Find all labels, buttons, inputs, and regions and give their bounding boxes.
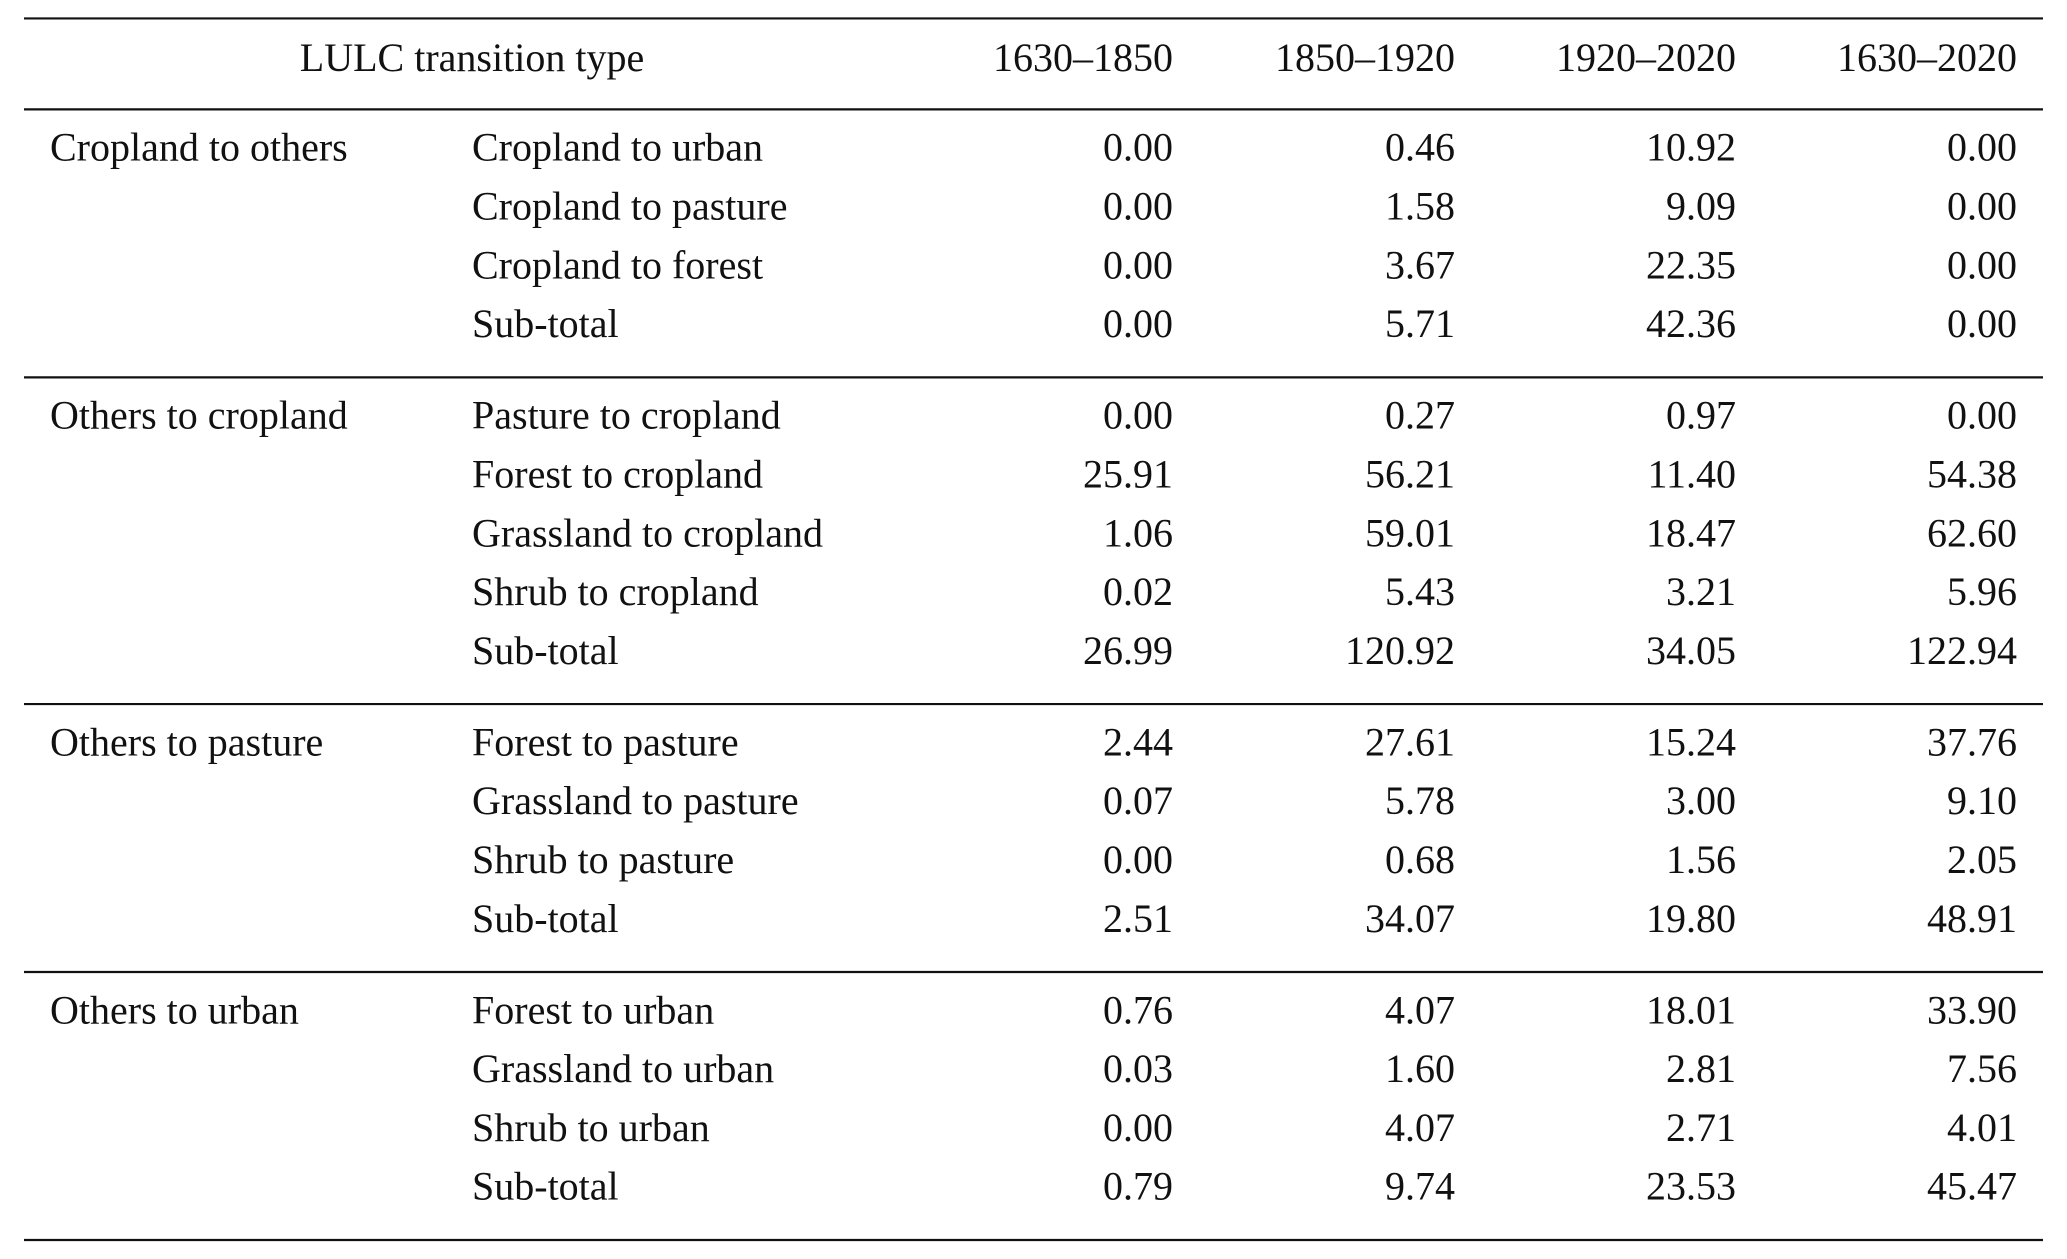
cell-value: 0.00 <box>1947 301 2017 346</box>
cell-value: 23.53 <box>1646 1164 1736 1209</box>
header-cell: 1630–2020 <box>1837 35 2017 80</box>
cell-value: 25.91 <box>1083 451 1173 496</box>
cell-value: 2.81 <box>1666 1046 1736 1091</box>
group-label: Others to pasture <box>50 719 323 764</box>
cell-value: 2.71 <box>1666 1105 1736 1150</box>
cell-value: 0.97 <box>1666 393 1736 438</box>
header-cell: 1630–1850 <box>993 35 1173 80</box>
cell-value: 27.61 <box>1365 719 1455 764</box>
group-label: Others to urban <box>50 987 299 1032</box>
cell-value: 10.92 <box>1646 125 1736 170</box>
header-cell: 1920–2020 <box>1556 35 1736 80</box>
cell-value: 54.38 <box>1927 451 2017 496</box>
row-label: Shrub to pasture <box>472 837 734 882</box>
cell-value: 4.07 <box>1385 987 1455 1032</box>
cell-value: 3.21 <box>1666 569 1736 614</box>
cell-value: 0.00 <box>1947 125 2017 170</box>
cell-value: 1.58 <box>1385 184 1455 229</box>
cell-value: 1.56 <box>1666 837 1736 882</box>
row-label: Cropland to pasture <box>472 184 788 229</box>
cell-value: 4.01 <box>1947 1105 2017 1150</box>
row-label: Pasture to cropland <box>472 393 781 438</box>
row-label: Grassland to pasture <box>472 778 799 823</box>
row-label: Grassland to urban <box>472 1046 774 1091</box>
cell-value: 37.76 <box>1927 719 2017 764</box>
cell-value: 9.09 <box>1666 184 1736 229</box>
cell-value: 18.01 <box>1646 987 1736 1032</box>
cell-value: 59.01 <box>1365 510 1455 555</box>
cell-value: 122.94 <box>1907 628 2017 673</box>
cell-value: 3.67 <box>1385 242 1455 287</box>
cell-value: 26.99 <box>1083 628 1173 673</box>
cell-value: 45.47 <box>1927 1164 2017 1209</box>
cell-value: 7.56 <box>1947 1046 2017 1091</box>
cell-value: 62.60 <box>1927 510 2017 555</box>
cell-value: 9.74 <box>1385 1164 1455 1209</box>
cell-value: 0.00 <box>1103 393 1173 438</box>
row-label: Shrub to urban <box>472 1105 710 1150</box>
group-label: Cropland to others <box>50 125 348 170</box>
cell-value: 1.06 <box>1103 510 1173 555</box>
row-label: Forest to cropland <box>472 451 763 496</box>
cell-value: 0.03 <box>1103 1046 1173 1091</box>
cell-value: 56.21 <box>1365 451 1455 496</box>
cell-value: 5.78 <box>1385 778 1455 823</box>
cell-value: 15.24 <box>1646 719 1736 764</box>
row-label: Sub-total <box>472 1164 619 1209</box>
group-label: Others to cropland <box>50 393 348 438</box>
row-label: Cropland to forest <box>472 242 763 287</box>
cell-value: 22.35 <box>1646 242 1736 287</box>
cell-value: 0.00 <box>1947 184 2017 229</box>
cell-value: 1.60 <box>1385 1046 1455 1091</box>
header-cell: 1850–1920 <box>1275 35 1455 80</box>
cell-value: 0.79 <box>1103 1164 1173 1209</box>
row-label: Cropland to urban <box>472 125 763 170</box>
cell-value: 2.51 <box>1103 896 1173 941</box>
cell-value: 0.46 <box>1385 125 1455 170</box>
cell-value: 2.05 <box>1947 837 2017 882</box>
cell-value: 9.10 <box>1947 778 2017 823</box>
cell-value: 2.44 <box>1103 719 1173 764</box>
row-label: Forest to pasture <box>472 719 739 764</box>
row-label: Forest to urban <box>472 987 714 1032</box>
cell-value: 0.00 <box>1947 242 2017 287</box>
cell-value: 42.36 <box>1646 301 1736 346</box>
header-cell: LULC transition type <box>300 35 644 80</box>
cell-value: 5.43 <box>1385 569 1455 614</box>
cell-value: 48.91 <box>1927 896 2017 941</box>
row-label: Shrub to cropland <box>472 569 759 614</box>
cell-value: 18.47 <box>1646 510 1736 555</box>
row-label: Sub-total <box>472 628 619 673</box>
cell-value: 0.00 <box>1103 242 1173 287</box>
cell-value: 0.00 <box>1947 393 2017 438</box>
row-label: Sub-total <box>472 896 619 941</box>
cell-value: 3.00 <box>1666 778 1736 823</box>
cell-value: 0.68 <box>1385 837 1455 882</box>
cell-value: 0.00 <box>1103 125 1173 170</box>
cell-value: 4.07 <box>1385 1105 1455 1150</box>
cell-value: 0.00 <box>1103 837 1173 882</box>
cell-value: 0.00 <box>1103 184 1173 229</box>
cell-value: 11.40 <box>1647 451 1736 496</box>
cell-value: 120.92 <box>1345 628 1455 673</box>
cell-value: 0.00 <box>1103 301 1173 346</box>
cell-value: 0.27 <box>1385 393 1455 438</box>
row-label: Sub-total <box>472 301 619 346</box>
cell-value: 19.80 <box>1646 896 1736 941</box>
cell-value: 0.76 <box>1103 987 1173 1032</box>
cell-value: 33.90 <box>1927 987 2017 1032</box>
cell-value: 0.07 <box>1103 778 1173 823</box>
row-label: Grassland to cropland <box>472 510 823 555</box>
cell-value: 0.00 <box>1103 1105 1173 1150</box>
cell-value: 34.07 <box>1365 896 1455 941</box>
cell-value: 34.05 <box>1646 628 1736 673</box>
cell-value: 5.71 <box>1385 301 1455 346</box>
cell-value: 5.96 <box>1947 569 2017 614</box>
cell-value: 0.02 <box>1103 569 1173 614</box>
